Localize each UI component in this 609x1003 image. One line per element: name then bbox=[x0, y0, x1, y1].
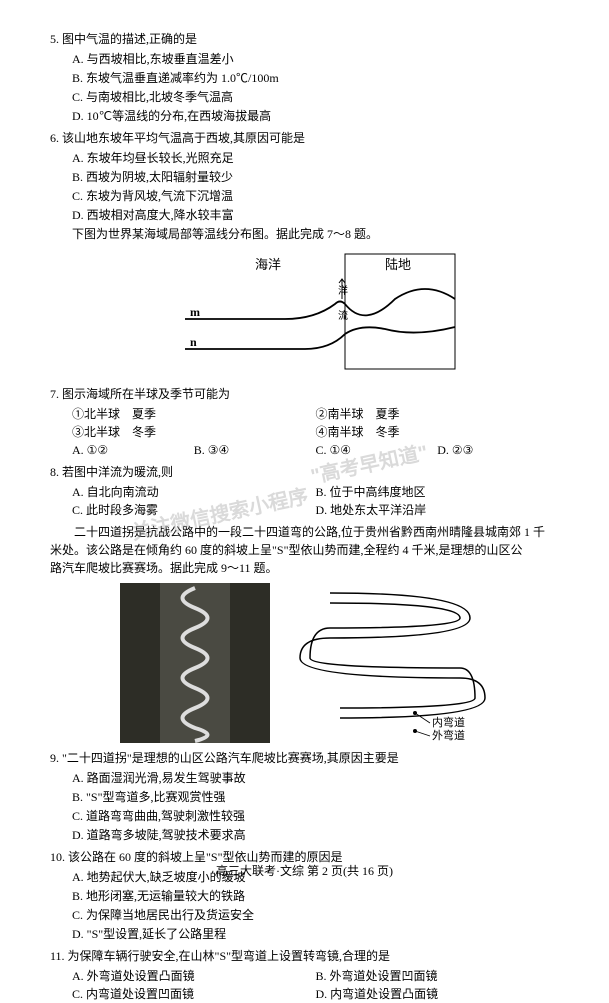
question-11: 11. 为保障车辆行驶安全,在山林"S"型弯道上设置转弯镜,合理的是 A. 外弯… bbox=[50, 947, 559, 1003]
svg-text:洋: 洋 bbox=[338, 284, 348, 297]
q5-opt-b: B. 东坡气温垂直递减率约为 1.0℃/100m bbox=[50, 69, 559, 87]
question-7: 7. 图示海域所在半球及季节可能为 ①北半球 夏季 ②南半球 夏季 ③北半球 冬… bbox=[50, 385, 559, 459]
figure-isotherm: 海洋 陆地 m n 洋 流 bbox=[50, 249, 559, 379]
m-label: m bbox=[190, 305, 200, 319]
q8-opt-a: A. 自北向南流动 bbox=[72, 483, 316, 501]
land-label: 陆地 bbox=[385, 257, 411, 272]
q7-opt-c: C. ①④ bbox=[316, 441, 438, 459]
q11-stem: 11. 为保障车辆行驶安全,在山林"S"型弯道上设置转弯镜,合理的是 bbox=[50, 947, 559, 965]
q9-opt-d: D. 道路弯多坡陡,驾驶技术要求高 bbox=[50, 826, 559, 844]
intro24-l2: 米处。该公路是在倾角约 60 度的斜坡上呈"S"型依山势而建,全程约 4 千米,… bbox=[50, 541, 559, 559]
q10-opt-c: C. 为保障当地居民出行及货运安全 bbox=[50, 906, 559, 924]
q7-sub1: ①北半球 夏季 bbox=[72, 405, 316, 423]
q9-opt-c: C. 道路弯弯曲曲,驾驶刺激性较强 bbox=[50, 807, 559, 825]
question-6: 6. 该山地东坡年平均气温高于西坡,其原因可能是 A. 东坡年均昼长较长,光照充… bbox=[50, 129, 559, 243]
q11-opt-a: A. 外弯道处设置凸面镜 bbox=[72, 967, 316, 985]
q11-opt-b: B. 外弯道处设置凹面镜 bbox=[316, 967, 560, 985]
q9-opt-b: B. "S"型弯道多,比赛观赏性强 bbox=[50, 788, 559, 806]
q11-opt-c: C. 内弯道处设置凹面镜 bbox=[72, 985, 316, 1003]
q7-sub3: ③北半球 冬季 bbox=[72, 423, 316, 441]
q6-opt-d: D. 西坡相对高度大,降水较丰富 bbox=[50, 206, 559, 224]
q6-opt-b: B. 西坡为阴坡,太阳辐射量较少 bbox=[50, 168, 559, 186]
q5-opt-c: C. 与南坡相比,北坡冬季气温高 bbox=[50, 88, 559, 106]
question-9: 9. "二十四道拐"是理想的山区公路汽车爬坡比赛赛场,其原因主要是 A. 路面湿… bbox=[50, 749, 559, 844]
question-8: 8. 若图中洋流为暖流,则 A. 自北向南流动 B. 位于中高纬度地区 C. 此… bbox=[50, 463, 559, 519]
legend-inner: 内弯道 bbox=[432, 715, 465, 729]
q8-stem: 8. 若图中洋流为暖流,则 bbox=[50, 463, 559, 481]
intro-24: 二十四道拐是抗战公路中的一段二十四道弯的公路,位于贵州省黔西南州晴隆县城南郊 1… bbox=[50, 523, 559, 577]
q7-sub4: ④南半球 冬季 bbox=[316, 423, 560, 441]
legend-outer: 外弯道 bbox=[432, 728, 465, 742]
question-5: 5. 图中气温的描述,正确的是 A. 与西坡相比,东坡垂直温差小 B. 东坡气温… bbox=[50, 30, 559, 125]
n-label: n bbox=[190, 335, 197, 349]
q8-opt-b: B. 位于中高纬度地区 bbox=[316, 483, 560, 501]
q6-opt-a: A. 东坡年均昼长较长,光照充足 bbox=[50, 149, 559, 167]
page-footer: 高三大联考·文综 第 2 页(共 16 页) bbox=[0, 862, 609, 880]
q10-opt-d: D. "S"型设置,延长了公路里程 bbox=[50, 925, 559, 943]
q8-opt-c: C. 此时段多海雾 bbox=[72, 501, 316, 519]
intro24-l3: 路汽车爬坡比赛赛场。据此完成 9～11 题。 bbox=[50, 559, 559, 577]
q8-opt-d: D. 地处东太平洋沿岸 bbox=[316, 501, 560, 519]
ocean-label: 海洋 bbox=[255, 257, 281, 272]
q9-opt-a: A. 路面湿润光滑,易发生驾驶事故 bbox=[50, 769, 559, 787]
road-photo-svg bbox=[120, 583, 270, 743]
q9-stem: 9. "二十四道拐"是理想的山区公路汽车爬坡比赛赛场,其原因主要是 bbox=[50, 749, 559, 767]
isotherm-svg: 海洋 陆地 m n 洋 流 bbox=[145, 249, 465, 379]
q6-stem: 6. 该山地东坡年平均气温高于西坡,其原因可能是 bbox=[50, 129, 559, 147]
q5-opt-d: D. 10℃等温线的分布,在西坡海拔最高 bbox=[50, 107, 559, 125]
q7-opt-a: A. ①② bbox=[72, 441, 194, 459]
q10-opt-b: B. 地形闭塞,无运输量较大的铁路 bbox=[50, 887, 559, 905]
figure-road: 内弯道 外弯道 bbox=[50, 583, 559, 743]
q5-stem: 5. 图中气温的描述,正确的是 bbox=[50, 30, 559, 48]
intro24-l1: 二十四道拐是抗战公路中的一段二十四道弯的公路,位于贵州省黔西南州晴隆县城南郊 1… bbox=[50, 523, 559, 541]
q7-opt-d: D. ②③ bbox=[437, 441, 559, 459]
q6-opt-c: C. 东坡为背风坡,气流下沉增温 bbox=[50, 187, 559, 205]
q7-stem: 7. 图示海域所在半球及季节可能为 bbox=[50, 385, 559, 403]
q11-opt-d: D. 内弯道处设置凸面镜 bbox=[316, 985, 560, 1003]
svg-text:流: 流 bbox=[338, 309, 348, 322]
q7-sub2: ②南半球 夏季 bbox=[316, 405, 560, 423]
road-diagram-svg: 内弯道 外弯道 bbox=[290, 583, 490, 743]
q5-opt-a: A. 与西坡相比,东坡垂直温差小 bbox=[50, 50, 559, 68]
q7-opt-b: B. ③④ bbox=[194, 441, 316, 459]
q6-intro: 下图为世界某海域局部等温线分布图。据此完成 7～8 题。 bbox=[50, 225, 559, 243]
